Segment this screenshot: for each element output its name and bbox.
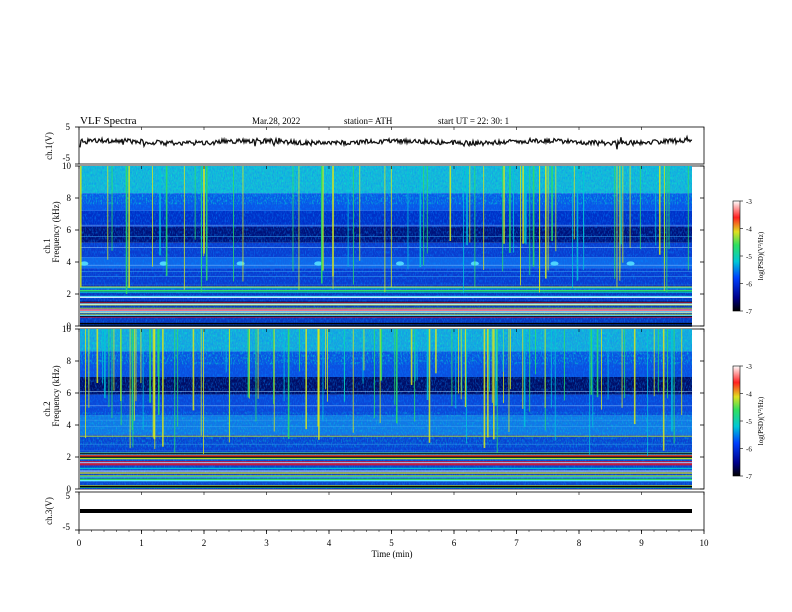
ch1-spectrogram <box>80 166 692 327</box>
ch3-ytick-5: 5 <box>66 491 71 501</box>
ch1-spectrogram-yaxis: 0 2 4 6 8 10 <box>62 161 704 331</box>
ytick-label: 6 <box>67 225 72 235</box>
ch1-colorbar-gradient <box>732 200 741 312</box>
start-time-label: start UT = 22: 30: 1 <box>438 116 509 126</box>
tweek-spot <box>314 261 323 266</box>
time-xaxis: 0 1 2 3 4 5 6 7 8 9 10 <box>77 127 709 548</box>
ytick-label: 8 <box>67 356 72 366</box>
xtick-label: 7 <box>514 538 519 548</box>
xtick-label: 0 <box>77 538 82 548</box>
ch2-colorbar-label: log(PSD)(V²/Hz) <box>757 396 765 445</box>
tweek-spot <box>236 261 245 266</box>
xtick-label: 2 <box>202 538 207 548</box>
ch1-ytick-neg5: -5 <box>63 153 71 163</box>
ch1-ytick-5: 5 <box>66 122 71 132</box>
ch2-spectrogram-yaxis: 0 2 4 6 8 10 <box>62 324 704 494</box>
colorbar-tick-label: -5 <box>746 253 752 261</box>
xtick-label: 3 <box>264 538 269 548</box>
colorbar-tick-label: -6 <box>746 281 752 289</box>
xtick-label: 5 <box>389 538 394 548</box>
ytick-label: 4 <box>67 257 72 267</box>
ch1-waveform-frame <box>78 126 705 165</box>
ch1-waveform-trace <box>79 134 693 150</box>
figure-title: VLF Spectra <box>80 115 137 127</box>
ch2-spectrogram-ylabel-freq: Frequency (kHz) <box>51 365 61 426</box>
ytick-label: 2 <box>67 452 72 462</box>
colorbar-tick-label: -3 <box>746 363 752 371</box>
colorbar-tick-label: -7 <box>746 473 752 481</box>
tweek-spot <box>159 261 168 266</box>
ytick-label: 0 <box>67 321 72 331</box>
ch1-colorbar: log(PSD)(V²/Hz) -3 -4 -5 -6 -7 <box>732 198 765 316</box>
ch1-spectrogram-ylabel-freq: Frequency (kHz) <box>51 201 61 262</box>
spectrogram-upper-noise <box>80 329 692 365</box>
ytick-label: 8 <box>67 193 72 203</box>
xtick-label: 1 <box>139 538 144 548</box>
xtick-label: 9 <box>639 538 644 548</box>
ch2-colorbar-gradient <box>732 365 741 477</box>
colorbar-tick-label: -7 <box>746 308 752 316</box>
ch3-waveform-ylabel: ch.3(V) <box>44 497 54 525</box>
ytick-label: 4 <box>67 420 72 430</box>
tweek-spot <box>395 261 404 266</box>
xtick-label: 4 <box>327 538 332 548</box>
ch2-spectrogram-ylabel-channel: ch.2 <box>42 401 52 416</box>
station-label: station= ATH <box>344 116 393 126</box>
ch2-colorbar: log(PSD)(V²/Hz) -3 -4 -5 -6 -7 <box>732 363 765 481</box>
time-xlabel: Time (min) <box>372 549 413 559</box>
tweek-spot <box>550 261 559 266</box>
colorbar-tick-label: -4 <box>746 226 752 234</box>
ch1-spectrogram-ylabel-channel: ch.1 <box>42 238 52 253</box>
colorbar-tick-label: -5 <box>746 418 752 426</box>
date-label: Mar.28, 2022 <box>252 116 300 126</box>
ch2-spectrogram <box>80 329 692 489</box>
ytick-label: 6 <box>67 388 72 398</box>
ch1-waveform-ylabel: ch.1(V) <box>44 132 54 160</box>
ch1-colorbar-label: log(PSD)(V²/Hz) <box>757 231 765 280</box>
tweek-spot <box>626 261 635 266</box>
tweek-spot <box>80 261 89 266</box>
colorbar-tick-label: -4 <box>746 391 752 399</box>
ytick-label: 10 <box>62 324 72 334</box>
colorbar-tick-label: -3 <box>746 198 752 206</box>
ch3-ytick-neg5: -5 <box>63 522 71 532</box>
xtick-label: 6 <box>452 538 457 548</box>
ytick-label: 2 <box>67 289 72 299</box>
spectrogram-mid-noise <box>80 412 692 448</box>
spectrogram-upper-noise <box>80 166 692 205</box>
xtick-label: 8 <box>577 538 582 548</box>
ytick-label: 0 <box>67 484 72 494</box>
colorbar-tick-label: -6 <box>746 446 752 454</box>
ytick-label: 10 <box>62 161 72 171</box>
xtick-label: 10 <box>700 538 710 548</box>
